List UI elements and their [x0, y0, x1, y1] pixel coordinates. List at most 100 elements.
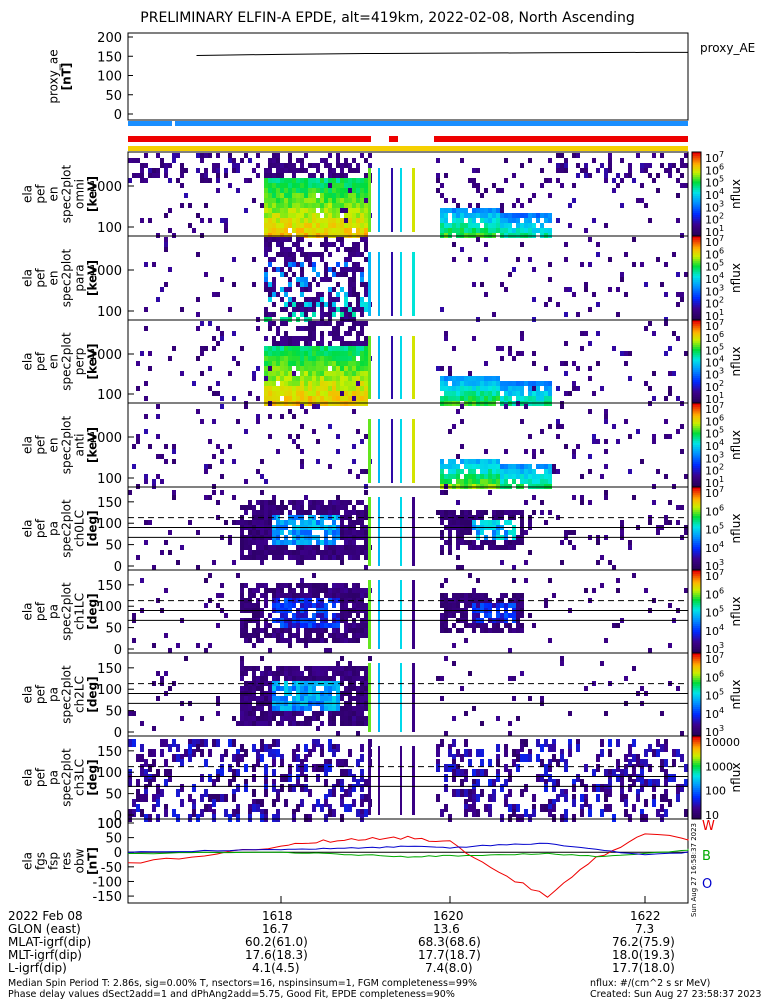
pitch-angle-cell	[344, 706, 348, 711]
spectrogram-cell	[312, 173, 316, 178]
pitch-angle-cell	[468, 623, 472, 628]
pitch-angle-cell	[240, 540, 244, 545]
spectrogram-cell	[292, 228, 296, 233]
spectrogram-cell	[332, 366, 336, 371]
colorbar-segment	[692, 530, 701, 534]
pitch-angle-cell	[624, 764, 628, 772]
spectrogram-cell	[264, 336, 268, 341]
spectrogram-cell	[352, 208, 356, 213]
pitch-angle-cell	[608, 789, 612, 797]
spectrogram-cell	[364, 173, 368, 178]
spectrogram-cell	[444, 228, 448, 233]
pitch-angle-cell	[164, 759, 168, 767]
spectrogram-cell	[340, 178, 344, 183]
pitch-angle-cell	[316, 588, 320, 593]
spectrogram-cell	[308, 351, 312, 356]
spectrogram-cell	[292, 381, 296, 386]
spectrogram-cell	[320, 302, 324, 307]
spectrogram-cell	[548, 158, 552, 163]
pitch-angle-cell	[292, 706, 296, 711]
spectrogram-cell	[148, 351, 152, 356]
pitch-angle-cell	[332, 500, 336, 505]
colorbar-segment	[692, 667, 701, 671]
spectrogram-cell	[336, 163, 340, 168]
pitch-angle-cell	[544, 520, 548, 525]
spectrogram-cell	[164, 282, 168, 287]
pitch-angle-cell	[364, 779, 368, 787]
colorbar-segment	[692, 561, 701, 565]
spectrogram-cell	[492, 381, 496, 386]
spectrogram-cell	[488, 381, 492, 386]
pitch-angle-cell	[352, 774, 356, 782]
spectrogram-cell	[280, 366, 284, 371]
pitch-angle-cell	[352, 540, 356, 545]
spectrogram-cell	[292, 307, 296, 312]
spectrogram-cell	[684, 474, 688, 479]
spectrogram-cell	[160, 287, 164, 292]
pitch-angle-cell	[180, 784, 184, 792]
spectrogram-cell	[204, 272, 208, 277]
spectrogram-cell	[288, 391, 292, 396]
pitch-angle-cell	[484, 540, 488, 545]
pitch-angle-cell	[480, 530, 484, 535]
spectrogram-cell	[300, 307, 304, 312]
pitch-angle-cell	[320, 628, 324, 633]
spectrogram-cell	[292, 257, 296, 262]
colorbar-ch3-segment	[692, 762, 701, 766]
pitch-angle-cell	[308, 593, 312, 598]
pitch-angle-cell	[336, 530, 340, 535]
pitch-angle-cell	[360, 500, 364, 505]
colorbar-segment	[692, 326, 701, 329]
spectrogram-cell	[348, 178, 352, 183]
spectrogram-cell	[344, 346, 348, 351]
spectrogram-cell	[336, 326, 340, 331]
spectrogram-cell	[280, 228, 284, 233]
spectrogram-cell	[208, 464, 212, 469]
spectrogram-cell	[364, 307, 368, 312]
pitch-angle-cell	[204, 759, 208, 767]
pitch-angle-cell	[520, 671, 524, 676]
pitch-angle-cell	[456, 769, 460, 777]
spectrogram-cell	[352, 326, 356, 331]
spectrogram-cell	[292, 183, 296, 188]
pitch-angle-cell	[152, 726, 156, 731]
pitch-angle-cell	[588, 809, 592, 817]
pitch-angle-cell	[248, 555, 252, 560]
pitch-angle-cell	[212, 809, 216, 817]
pa-tick-label: 50	[105, 622, 122, 637]
spectrogram-cell	[136, 158, 140, 163]
pitch-angle-cell	[476, 623, 480, 628]
pitch-angle-cell	[296, 500, 300, 505]
spectrogram-cell	[336, 376, 340, 381]
spectrogram-cell	[348, 198, 352, 203]
status-bar-blue	[128, 121, 688, 126]
spectrogram-cell	[336, 223, 340, 228]
pitch-angle-cell	[232, 495, 236, 500]
spectrogram-cell	[208, 321, 212, 326]
colorbar-segment	[692, 248, 701, 252]
pitch-angle-cell	[464, 598, 468, 603]
pitch-angle-cell	[264, 676, 268, 681]
spectrogram-cell	[304, 341, 308, 346]
spectrogram-cell	[280, 297, 284, 302]
pitch-angle-cell	[672, 774, 676, 782]
pitch-angle-cell	[144, 784, 148, 792]
pitch-angle-cell	[252, 711, 256, 716]
spectrogram-cell	[312, 312, 316, 317]
fgs-line-W	[127, 833, 689, 898]
spectrogram-cell	[488, 391, 492, 396]
pitch-angle-cell	[668, 500, 672, 505]
spectrogram-cell	[340, 272, 344, 277]
spectrogram-cell	[604, 414, 608, 419]
spectrogram-cell	[232, 331, 236, 336]
colorbar-segment	[692, 398, 701, 402]
pitch-angle-cell	[508, 603, 512, 608]
spectrogram-cell	[520, 213, 524, 218]
pitch-angle-cell	[164, 769, 168, 777]
spectrogram-cell	[340, 366, 344, 371]
spectrogram-cell	[492, 213, 496, 218]
spectrogram-cell	[316, 252, 320, 257]
spectrogram-cell	[360, 346, 364, 351]
spectrogram-cell	[292, 356, 296, 361]
y-axis-label: [keV]	[86, 260, 100, 296]
